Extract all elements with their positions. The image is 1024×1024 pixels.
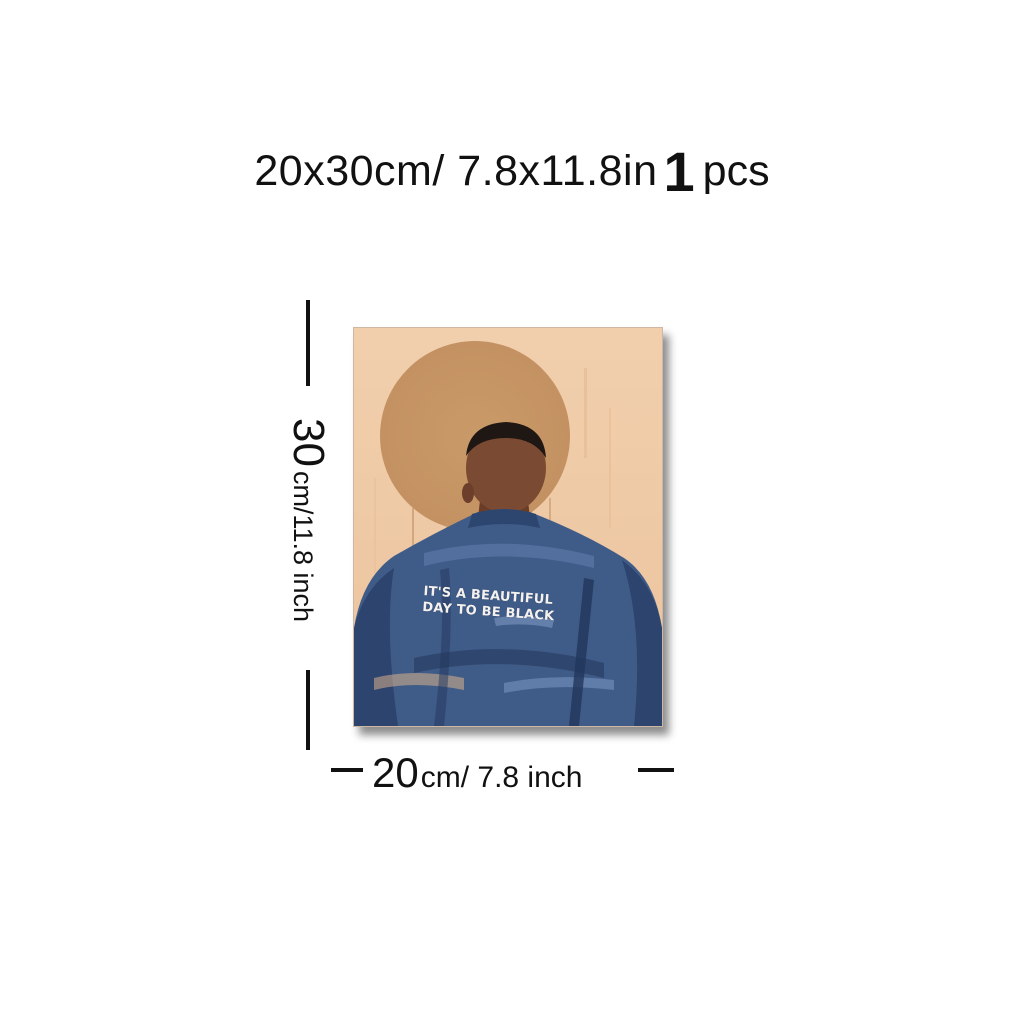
width-dimension-label: 20cm/ 7.8 inch <box>372 752 582 794</box>
height-dimension-label: 30cm/11.8 inch <box>284 417 333 623</box>
poster-illustration <box>354 328 662 726</box>
size-text: 20x30cm/ 7.8x11.8in <box>254 147 658 195</box>
height-dimension-line-top <box>306 300 310 386</box>
hair <box>466 422 546 458</box>
width-unit: cm/ 7.8 inch <box>420 761 583 794</box>
width-dimension-line-left <box>331 768 363 772</box>
piece-unit: pcs <box>702 147 770 195</box>
piece-count: 1 <box>663 140 695 203</box>
head <box>466 423 546 513</box>
height-unit: cm/11.8 inch <box>288 470 318 623</box>
poster-artwork: IT'S A BEAUTIFUL DAY TO BE BLACK <box>353 327 663 727</box>
width-dimension-line-right <box>638 768 674 772</box>
height-value: 30 <box>284 417 333 467</box>
size-title: 20x30cm/ 7.8x11.8in 1 pcs <box>0 138 1024 200</box>
height-dimension-line-bottom <box>306 670 310 750</box>
width-value: 20 <box>372 749 419 796</box>
